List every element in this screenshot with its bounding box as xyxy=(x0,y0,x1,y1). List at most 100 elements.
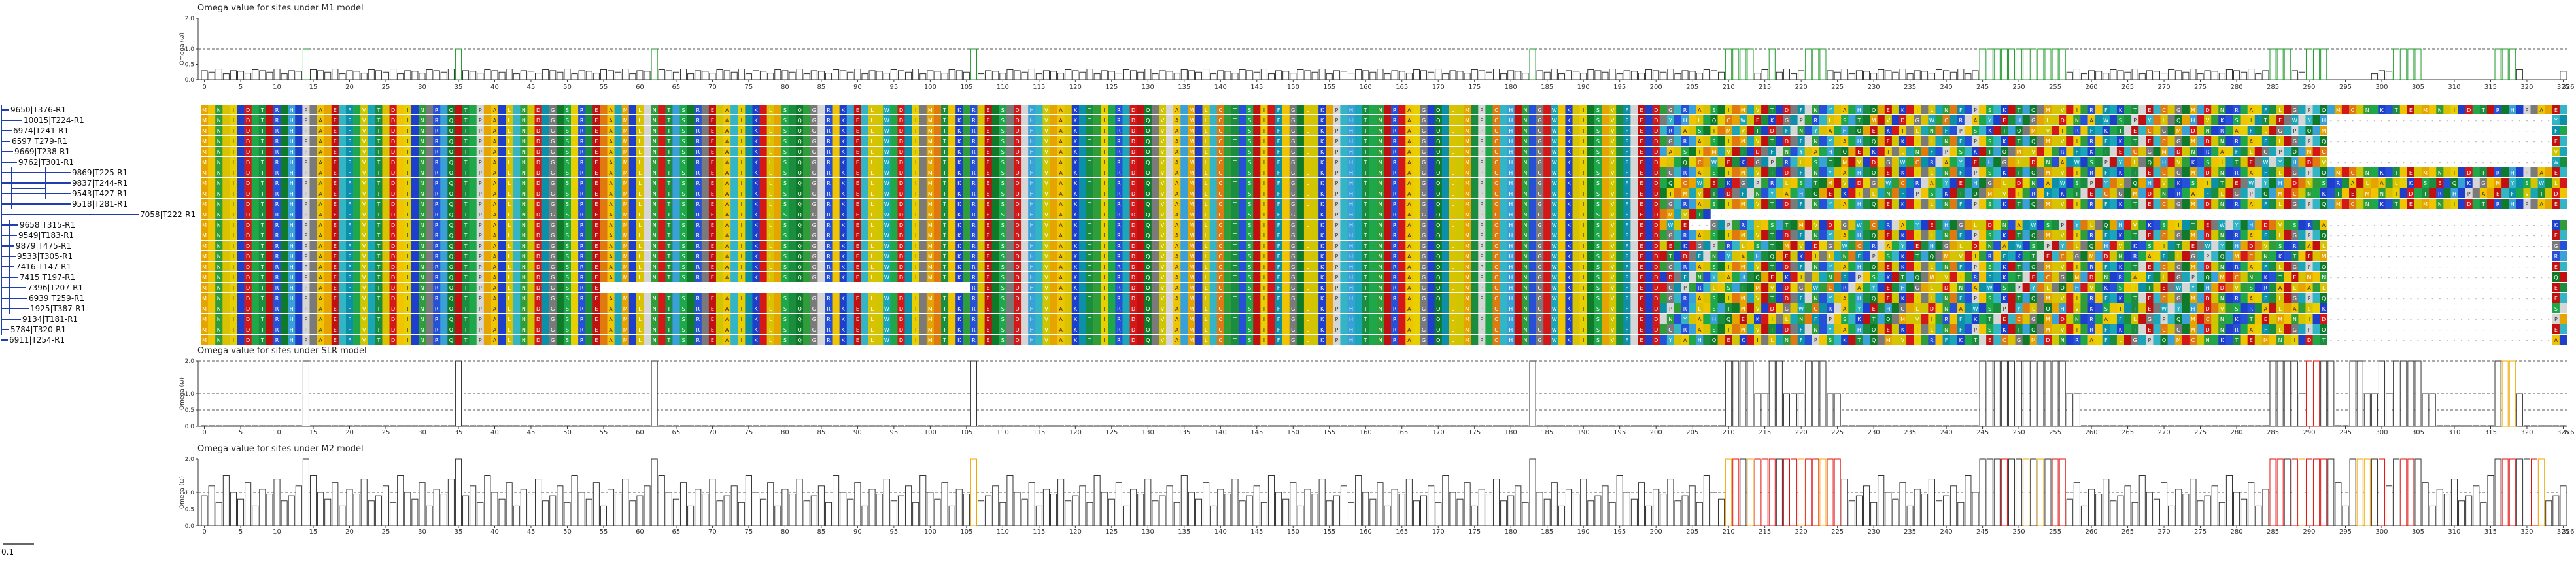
residue-cell xyxy=(527,199,534,209)
residue-letter: Y xyxy=(2147,118,2151,124)
residue-cell xyxy=(2052,147,2059,156)
residue-letter: I xyxy=(1902,128,1903,134)
residue-cell xyxy=(527,178,534,188)
residue-letter: T xyxy=(260,191,264,197)
residue-cell xyxy=(353,167,360,177)
residue-cell xyxy=(1456,126,1464,135)
phylogenetic-tree: 9650|T376-R110015|T224-R16974|T241-R1659… xyxy=(1,105,196,557)
residue-cell xyxy=(687,188,695,198)
residue-letter: L xyxy=(2395,181,2398,186)
residue-cell xyxy=(1935,167,1942,177)
residue-cell xyxy=(266,178,273,188)
residue-cell xyxy=(1979,115,1986,125)
residue-cell xyxy=(1558,157,1565,167)
residue-cell xyxy=(2066,147,2073,156)
residue-letter: K xyxy=(1320,118,1324,124)
residue-cell xyxy=(1703,167,1710,177)
residue-cell xyxy=(513,115,520,125)
residue-cell xyxy=(687,157,695,167)
residue-letter: W xyxy=(1552,128,1557,134)
residue-cell xyxy=(760,126,767,135)
residue-cell xyxy=(1239,167,1246,177)
residue-letter: L xyxy=(507,212,511,218)
residue-letter: K xyxy=(1944,191,1948,197)
alignment-gap: - xyxy=(2454,118,2456,124)
residue-letter: W xyxy=(1552,201,1557,207)
residue-cell xyxy=(1297,188,1304,198)
residue-cell xyxy=(1602,105,1609,114)
residue-cell xyxy=(702,199,709,209)
residue-cell xyxy=(455,157,462,167)
residue-letter: E xyxy=(2133,128,2137,134)
residue-cell xyxy=(1471,136,1478,146)
alignment-gap: - xyxy=(2461,160,2463,165)
residue-letter: G xyxy=(2031,118,2035,124)
residue-cell xyxy=(992,157,999,167)
residue-cell xyxy=(745,209,752,219)
residue-cell xyxy=(324,209,332,219)
residue-cell xyxy=(1732,188,1740,198)
residue-cell xyxy=(1442,136,1449,146)
residue-cell xyxy=(411,178,419,188)
residue-letter: T xyxy=(942,170,946,176)
residue-cell xyxy=(266,115,273,125)
residue-letter: D xyxy=(2176,149,2180,155)
residue-cell xyxy=(992,105,999,114)
residue-letter: A xyxy=(493,107,497,113)
residue-letter: V xyxy=(1756,170,1760,176)
residue-cell xyxy=(1965,126,1972,135)
residue-letter: L xyxy=(2250,149,2253,155)
residue-letter: V xyxy=(2061,201,2065,207)
residue-letter: N xyxy=(522,107,526,113)
residue-cell xyxy=(2298,157,2305,167)
residue-letter: Q xyxy=(1872,201,1876,207)
residue-letter: D xyxy=(899,160,903,165)
residue-cell xyxy=(1152,147,1159,156)
residue-letter: V xyxy=(1044,170,1048,176)
residue-letter: A xyxy=(493,191,497,197)
residue-cell xyxy=(2356,167,2363,177)
residue-letter: W xyxy=(1552,170,1557,176)
residue-cell xyxy=(1428,188,1435,198)
residue-letter: T xyxy=(464,160,468,165)
residue-cell xyxy=(252,115,259,125)
residue-letter: H xyxy=(1349,191,1353,197)
residue-letter: G xyxy=(1872,181,1876,186)
residue-cell xyxy=(2269,115,2276,125)
residue-letter: S xyxy=(566,191,569,197)
residue-cell xyxy=(919,136,927,146)
alignment-gap: - xyxy=(2461,128,2463,134)
residue-letter: H xyxy=(1030,118,1034,124)
residue-cell xyxy=(1848,105,1855,114)
residue-letter: T xyxy=(942,128,946,134)
residue-cell xyxy=(644,157,651,167)
residue-cell xyxy=(2487,105,2494,114)
alignment-gap: - xyxy=(2526,118,2528,124)
residue-cell xyxy=(1282,188,1290,198)
residue-cell xyxy=(2197,126,2204,135)
residue-letter: T xyxy=(2133,107,2137,113)
residue-letter: I xyxy=(1263,118,1265,124)
residue-cell xyxy=(687,209,695,219)
residue-cell xyxy=(2269,199,2276,209)
residue-letter: E xyxy=(2250,160,2253,165)
residue-letter: T xyxy=(2263,118,2267,124)
residue-letter: D xyxy=(391,170,395,176)
residue-cell xyxy=(1428,136,1435,146)
residue-letter: S xyxy=(1248,170,1251,176)
residue-cell xyxy=(2080,126,2087,135)
residue-letter: L xyxy=(1306,191,1309,197)
residue-letter: V xyxy=(1742,128,1745,134)
residue-cell xyxy=(847,147,854,156)
residue-cell xyxy=(817,178,825,188)
residue-cell xyxy=(702,147,709,156)
residue-cell xyxy=(1239,199,1246,209)
residue-cell xyxy=(2153,199,2160,209)
residue-letter: A xyxy=(493,170,497,176)
residue-cell xyxy=(2197,157,2204,167)
residue-letter: K xyxy=(1567,128,1571,134)
residue-letter: E xyxy=(856,181,859,186)
residue-letter: R xyxy=(827,107,831,113)
residue-cell xyxy=(2023,199,2030,209)
residue-cell xyxy=(1297,105,1304,114)
